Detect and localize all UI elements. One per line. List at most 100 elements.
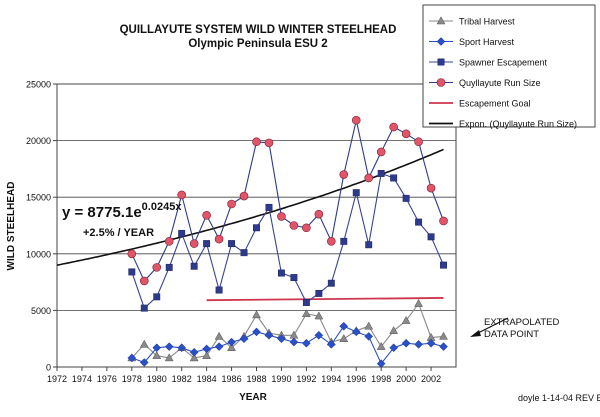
x-tick-label: 1988 — [246, 374, 266, 384]
x-tick-label: 1986 — [222, 374, 242, 384]
legend-label-sport-harvest: Sport Harvest — [459, 37, 515, 47]
sport-harvest-point — [339, 321, 349, 331]
spawner-escapement-point — [377, 169, 385, 177]
extrapolated-arrowhead — [470, 330, 481, 337]
tribal-harvest-point — [164, 353, 174, 362]
sport-harvest-point — [389, 343, 399, 353]
sport-harvest-point — [364, 332, 374, 341]
tribal-harvest-point — [439, 331, 448, 340]
sport-harvest-point — [302, 338, 311, 348]
quyllayute-run-size-point — [152, 263, 162, 272]
quyllayute-run-size-point — [202, 211, 211, 220]
escapement-goal-layer — [206, 297, 444, 302]
extrapolated-label-1: EXTRAPOLATED — [484, 317, 559, 328]
trend-equation: y = 8775.1e0.0245x — [62, 201, 182, 221]
quyllayute-run-size-point — [214, 234, 224, 244]
tribal-harvest-point — [364, 321, 374, 330]
tribal-harvest-point — [314, 311, 324, 320]
y-axis: 0 5000 10000 15000 20000 25000 — [26, 80, 57, 373]
quyllayute-run-size-line — [131, 120, 445, 282]
legend-marker-sport-harvest — [436, 37, 446, 46]
tribal-harvest-point — [414, 298, 424, 307]
quyllayute-run-size-point — [339, 170, 349, 179]
spawner-escapement-point — [365, 241, 373, 249]
sport-harvest-point — [139, 358, 149, 367]
legend-marker-spawner-escapement — [437, 58, 445, 66]
sport-harvest-point — [252, 327, 261, 337]
sport-harvest-point — [439, 342, 448, 351]
spawner-escapement-point — [277, 269, 285, 277]
x-tick-label: 1974 — [72, 374, 92, 384]
sport-harvest-point — [277, 334, 286, 344]
quyllayute-run-size-point — [439, 216, 448, 226]
sport-harvest-point — [264, 330, 274, 340]
escapement-goal-line — [206, 297, 444, 302]
quyllayute-run-size-point — [177, 190, 186, 200]
spawner-escapement-point — [427, 233, 435, 241]
spawner-escapement-point — [340, 237, 348, 245]
legend-label-spawner-escapement: Spawner Escapement — [459, 58, 548, 68]
tribal-harvest-point — [252, 310, 261, 319]
quyllayute-run-size-point — [314, 209, 324, 219]
quyllayute-run-size-point — [252, 137, 261, 147]
quyllayute-run-size-point — [164, 237, 174, 246]
legend-label-escapement-goal: Escapement Goal — [459, 99, 531, 109]
sport-harvest-point — [227, 337, 236, 347]
x-tick-label: 1990 — [271, 374, 291, 384]
x-tick-label: 2002 — [421, 374, 441, 384]
spawner-escapement-point — [352, 189, 360, 197]
sport-harvest-point — [289, 337, 299, 347]
tribal-harvest-point — [301, 309, 311, 318]
spawner-escapement-point — [290, 274, 298, 282]
spawner-escapement-point — [153, 293, 161, 301]
x-tick-label: 1984 — [197, 374, 217, 384]
sport-harvest-point — [164, 342, 174, 351]
sport-harvest-point — [189, 347, 199, 357]
legend: Tribal Harvest Sport Harvest Spawner Escap… — [429, 16, 577, 129]
credit: doyle 1-14-04 REV E — [518, 393, 600, 403]
series-markers — [127, 115, 448, 368]
chart-title: QUILLAYUTE SYSTEM WILD WINTER STEELHEAD — [120, 24, 397, 36]
sport-harvest-point — [314, 330, 324, 340]
quyllayute-run-size-point — [127, 249, 137, 259]
spawner-escapement-point — [215, 286, 223, 294]
legend-label-quyllayute-run-size: Quyllayute Run Size — [459, 78, 541, 88]
spawner-escapement-point — [165, 263, 173, 271]
quyllayute-run-size-point — [376, 147, 386, 157]
quyllayute-run-size-point — [426, 183, 436, 193]
tribal-harvest-point — [227, 343, 236, 352]
spawner-escapement-point — [240, 249, 248, 257]
spawner-escapement-point — [265, 203, 273, 211]
spawner-escapement-point — [302, 299, 310, 306]
x-tick-label: 2000 — [396, 374, 416, 384]
y-tick-label: 10000 — [26, 249, 51, 259]
spawner-escapement-point — [128, 268, 136, 276]
tribal-harvest-point — [376, 341, 386, 350]
y-tick-label: 15000 — [26, 193, 51, 203]
sport-harvest-point — [202, 344, 211, 354]
extrapolated-label-2: DATA POINT — [484, 329, 539, 340]
x-tick-label: 1982 — [172, 374, 192, 384]
spawner-escapement-point — [327, 279, 335, 287]
legend-marker-quyllayute-run-size — [436, 78, 446, 87]
x-tick-label: 1996 — [346, 374, 366, 384]
x-tick-label: 1994 — [321, 374, 341, 384]
spawner-escapement-point — [228, 240, 236, 248]
sport-harvest-point — [127, 353, 137, 363]
x-axis: 1972 1974 1976 1978 1980 1982 1984 1986 1988 1990… — [47, 367, 441, 384]
sport-harvest-point — [152, 343, 162, 353]
y-tick-label: 5000 — [31, 306, 51, 316]
quyllayute-run-size-point — [389, 122, 398, 132]
spawner-escapement-point — [440, 261, 447, 269]
tribal-harvest-point — [139, 339, 149, 348]
sport-harvest-point — [376, 359, 386, 368]
growth-rate: +2.5% / YEAR — [83, 227, 154, 239]
x-tick-label: 1976 — [97, 374, 117, 384]
tribal-harvest-point — [152, 350, 162, 359]
spawner-escapement-point — [390, 174, 398, 182]
sport-harvest-point — [351, 327, 361, 337]
spawner-escapement-point — [190, 262, 198, 270]
quyllayute-run-size-point — [139, 276, 149, 286]
sport-harvest-point — [177, 343, 187, 353]
